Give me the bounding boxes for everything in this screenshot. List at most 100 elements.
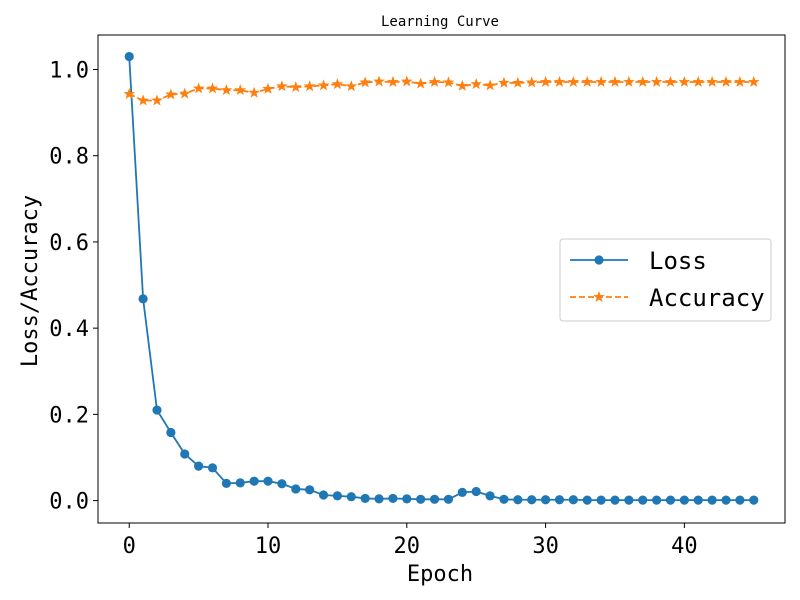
y-tick-label: 0.6 [49, 231, 89, 256]
loss-point [471, 486, 481, 497]
legend-accuracy-label: Accuracy [649, 284, 765, 312]
loss-point [610, 495, 620, 505]
accuracy-point [192, 82, 205, 94]
accuracy-point [428, 75, 441, 87]
loss-point [665, 495, 676, 505]
accuracy-point [581, 75, 594, 87]
accuracy-point [345, 80, 358, 92]
accuracy-point [373, 75, 385, 87]
y-tick-label: 0.4 [49, 317, 89, 342]
accuracy-point [512, 76, 524, 88]
accuracy-point [137, 94, 149, 106]
accuracy-point [609, 75, 621, 87]
chart-title: Learning Curve [381, 14, 499, 30]
accuracy-point [595, 75, 607, 87]
loss-point [416, 494, 426, 504]
accuracy-point [456, 79, 469, 91]
accuracy-point [484, 79, 496, 91]
loss-point [513, 495, 523, 505]
x-tick-label: 10 [255, 534, 282, 559]
loss-point [360, 493, 370, 504]
accuracy-point [442, 76, 455, 88]
loss-point [318, 490, 329, 500]
loss-point [554, 495, 565, 505]
loss-point [596, 495, 606, 505]
accuracy-point [567, 75, 580, 87]
loss-point [540, 495, 551, 505]
y-tick-label: 0.8 [49, 145, 89, 170]
accuracy-point [650, 75, 663, 87]
accuracy-point [498, 76, 510, 88]
accuracy-point [747, 75, 760, 87]
accuracy-point [248, 86, 260, 98]
loss-point [207, 463, 218, 473]
plot-area: 0 10 20 30 40 0.0 0.2 0.4 0.6 0.8 1.0 [49, 34, 786, 559]
accuracy-point [678, 75, 691, 87]
loss-point [499, 494, 509, 504]
legend: Loss Accuracy [559, 238, 772, 322]
accuracy-point [206, 82, 219, 94]
loss-point [291, 484, 301, 494]
accuracy-point [289, 81, 302, 93]
accuracy-point [317, 79, 330, 91]
accuracy-point [470, 78, 483, 90]
accuracy-point [359, 76, 371, 88]
accuracy-point [664, 75, 677, 87]
legend-loss-label: Loss [649, 247, 707, 275]
accuracy-point [706, 75, 718, 87]
loss-point [332, 491, 343, 501]
loss-point [388, 493, 398, 504]
loss-point [235, 478, 245, 488]
y-axis-label: Loss/Accuracy [18, 195, 43, 367]
loss-point [138, 294, 148, 304]
accuracy-point [525, 76, 538, 88]
accuracy-point [623, 75, 635, 87]
loss-point [707, 495, 717, 505]
accuracy-point [276, 80, 288, 92]
x-axis-label: Epoch [407, 562, 473, 587]
loss-point [277, 479, 287, 489]
accuracy-point [734, 75, 746, 87]
loss-point [527, 495, 537, 505]
x-tick-label: 0 [123, 534, 136, 559]
accuracy-point [692, 75, 705, 87]
y-tick-label: 1.0 [49, 58, 89, 83]
accuracy-point [401, 75, 413, 87]
y-tick-label: 0.2 [49, 403, 89, 428]
loss-point [693, 495, 703, 505]
accuracy-point [165, 88, 177, 100]
accuracy-point [303, 80, 316, 92]
accuracy-point [553, 75, 566, 87]
loss-point [721, 495, 731, 505]
loss-point [485, 491, 495, 501]
accuracy-point [123, 87, 136, 100]
loss-point [638, 495, 648, 505]
accuracy-point [220, 84, 233, 96]
accuracy-point [414, 77, 427, 89]
loss-point [652, 495, 662, 505]
loss-point [305, 485, 315, 495]
loss-point [221, 478, 231, 488]
loss-point [374, 494, 384, 504]
loss-point [582, 495, 592, 505]
loss-point [402, 494, 412, 504]
accuracy-point [234, 84, 247, 96]
loss-point [263, 476, 273, 486]
loss-point [624, 495, 634, 505]
accuracy-point [720, 75, 732, 87]
accuracy-point [387, 75, 399, 87]
axes-frame [97, 34, 786, 524]
accuracy-series [123, 75, 760, 106]
loss-point [249, 476, 259, 486]
accuracy-point [331, 78, 344, 90]
accuracy-point [262, 82, 274, 94]
loss-point [568, 495, 578, 505]
accuracy-point [539, 75, 552, 87]
accuracy-point [151, 94, 163, 106]
accuracy-line [128, 80, 754, 102]
legend-accuracy-marker [593, 290, 605, 302]
loss-point [166, 427, 176, 438]
loss-line [128, 56, 754, 502]
loss-point [749, 495, 759, 505]
